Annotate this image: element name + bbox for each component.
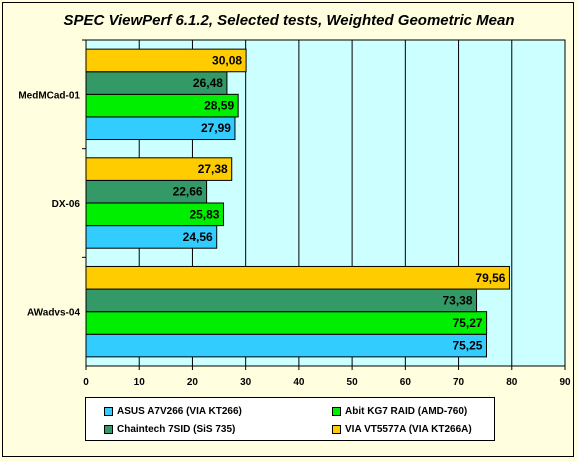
legend-label: Chaintech 7SID (SiS 735) xyxy=(117,423,236,435)
data-label: 27,99 xyxy=(201,121,231,135)
x-tick-label: 60 xyxy=(400,377,412,388)
data-label: 75,25 xyxy=(452,339,482,353)
data-label: 75,27 xyxy=(453,316,483,330)
legend-label: Abit KG7 RAID (AMD-760) xyxy=(345,405,468,417)
data-label: 73,38 xyxy=(443,293,473,307)
bar xyxy=(85,288,478,313)
chart-title: SPEC ViewPerf 6.1.2, Selected tests, Wei… xyxy=(63,12,515,29)
data-label: 79,56 xyxy=(475,271,505,285)
bar xyxy=(85,265,510,290)
legend-label: VIA VT5577A (VIA KT266A) xyxy=(345,423,472,435)
x-tick-label: 80 xyxy=(506,377,518,388)
bar xyxy=(85,48,247,73)
legend-swatch xyxy=(332,406,341,416)
x-tick-label: 90 xyxy=(559,377,571,388)
bar xyxy=(85,333,487,358)
data-label: 24,56 xyxy=(183,230,213,244)
legend-swatch xyxy=(104,406,113,416)
x-tick-label: 10 xyxy=(134,377,146,388)
category-label: DX-06 xyxy=(52,199,81,210)
category-label: AWadvs-04 xyxy=(27,308,80,319)
legend-item-via: VIA VT5577A (VIA KT266A) xyxy=(332,421,472,437)
x-tick-label: 30 xyxy=(240,377,252,388)
x-tick-label: 20 xyxy=(187,377,199,388)
data-label: 28,59 xyxy=(204,99,234,113)
data-label: 22,66 xyxy=(173,185,203,199)
legend-swatch xyxy=(104,424,113,434)
legend-label: ASUS A7V266 (VIA KT266) xyxy=(117,405,242,417)
x-tick-label: 70 xyxy=(453,377,465,388)
data-label: 27,38 xyxy=(198,162,228,176)
bar xyxy=(85,157,233,181)
category-label: MedMCad-01 xyxy=(18,90,80,101)
bar xyxy=(85,311,488,335)
legend-swatch xyxy=(332,424,341,434)
chart-legend: ASUS A7V266 (VIA KT266) Abit KG7 RAID (A… xyxy=(85,397,495,441)
x-tick-label: 40 xyxy=(293,377,305,388)
x-tick-label: 0 xyxy=(83,377,89,388)
legend-item-chaintech: Chaintech 7SID (SiS 735) xyxy=(104,421,235,437)
legend-item-abit: Abit KG7 RAID (AMD-760) xyxy=(332,403,467,419)
x-tick-label: 50 xyxy=(347,377,359,388)
legend-item-asus: ASUS A7V266 (VIA KT266) xyxy=(104,403,242,419)
data-label: 26,48 xyxy=(193,76,223,90)
data-label: 25,83 xyxy=(189,207,219,221)
data-label: 30,08 xyxy=(212,53,242,67)
